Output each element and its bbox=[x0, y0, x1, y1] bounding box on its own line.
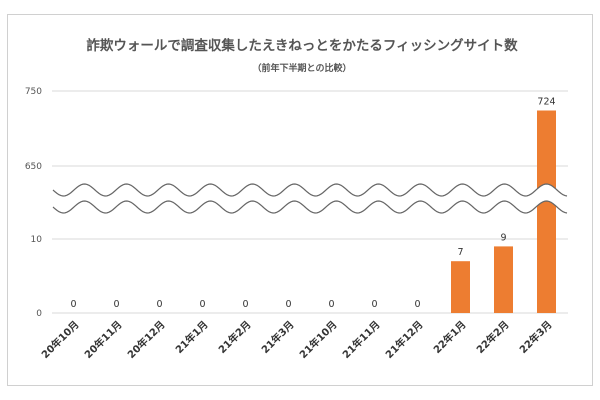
x-tick-label: 22年3月 bbox=[517, 318, 555, 356]
data-label: 7 bbox=[457, 247, 463, 258]
x-tick-label: 22年2月 bbox=[474, 318, 512, 356]
x-tick-label: 21年11月 bbox=[340, 318, 383, 361]
break-fill bbox=[53, 184, 568, 213]
x-tick-label: 21年10月 bbox=[297, 318, 340, 361]
x-axis-ticks: 20年10月 20年11月 20年12月 21年1月 21年2月 21年3月 21年10月 2… bbox=[39, 318, 555, 361]
bars bbox=[451, 110, 556, 313]
bar bbox=[494, 246, 513, 313]
data-label: 0 bbox=[285, 299, 291, 310]
data-label: 9 bbox=[500, 232, 506, 243]
data-label: 0 bbox=[328, 299, 334, 310]
break-line-upper bbox=[52, 183, 568, 197]
break-line-lower bbox=[52, 200, 568, 214]
gridlines bbox=[52, 90, 568, 314]
x-tick-label: 20年11月 bbox=[82, 318, 125, 361]
data-labels: 0 0 0 0 0 0 0 0 0 7 9 724 bbox=[70, 97, 555, 311]
bar bbox=[537, 110, 556, 313]
data-label: 0 bbox=[156, 299, 162, 310]
chart-subtitle: （前年下半期との比較） bbox=[253, 62, 352, 74]
y-axis-ticks: 0 10 650 750 bbox=[25, 87, 42, 319]
x-tick-label: 20年10月 bbox=[39, 318, 82, 361]
y-tick-label: 750 bbox=[25, 87, 42, 97]
data-label: 0 bbox=[113, 299, 119, 310]
data-label: 0 bbox=[242, 299, 248, 310]
y-tick-label: 10 bbox=[31, 235, 43, 245]
x-tick-label: 22年1月 bbox=[431, 318, 469, 356]
x-tick-label: 20年12月 bbox=[125, 318, 168, 361]
data-label: 0 bbox=[70, 299, 76, 310]
x-tick-label: 21年12月 bbox=[383, 318, 426, 361]
axis-break bbox=[52, 183, 568, 214]
data-label: 0 bbox=[414, 299, 420, 310]
data-label: 0 bbox=[371, 299, 377, 310]
x-tick-label: 21年3月 bbox=[259, 318, 297, 356]
data-label: 0 bbox=[199, 299, 205, 310]
x-tick-label: 21年2月 bbox=[216, 318, 254, 356]
y-tick-label: 650 bbox=[25, 162, 42, 172]
data-label: 724 bbox=[537, 97, 555, 108]
chart-title: 詐欺ウォールで調査収集したえきねっとをかたるフィッシングサイト数 bbox=[86, 37, 518, 54]
bar bbox=[451, 261, 470, 313]
y-tick-label: 0 bbox=[36, 309, 42, 319]
x-tick-label: 21年1月 bbox=[173, 318, 211, 356]
